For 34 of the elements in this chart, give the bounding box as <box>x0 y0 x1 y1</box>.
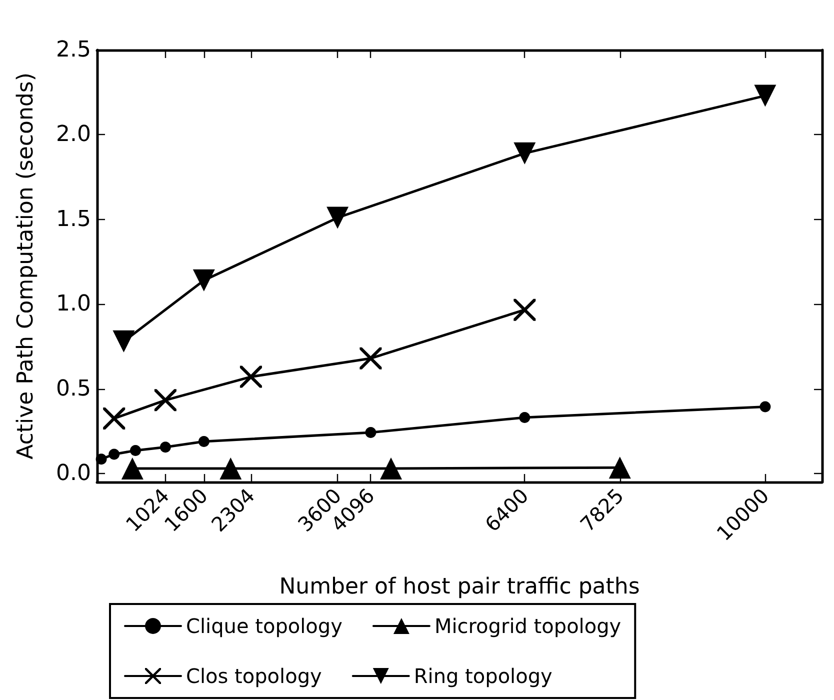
point <box>519 412 530 423</box>
point <box>192 269 215 292</box>
point <box>240 366 262 388</box>
legend-label: Microgrid topology <box>434 614 622 638</box>
point <box>326 206 349 229</box>
y-tick-label: 1.0 <box>56 292 91 317</box>
y-tick-label: 0.0 <box>56 461 91 486</box>
point <box>103 407 126 430</box>
point <box>754 84 776 107</box>
y-tick-label: 0.5 <box>56 376 91 402</box>
point <box>112 330 135 352</box>
point <box>130 444 141 456</box>
point <box>608 456 631 479</box>
y-axis-title: Active Path Computation (seconds) <box>14 72 38 460</box>
point <box>514 142 536 164</box>
legend-label: Ring topology <box>414 664 553 688</box>
point <box>160 442 171 453</box>
point <box>154 389 176 412</box>
y-tick-label: 2.5 <box>56 38 91 62</box>
point <box>121 457 144 480</box>
point <box>514 298 536 321</box>
y-tick-label: 2.0 <box>56 122 91 148</box>
point <box>380 457 402 480</box>
point <box>198 436 210 448</box>
point <box>96 454 107 465</box>
point <box>108 448 120 460</box>
point <box>365 427 376 438</box>
point <box>760 401 771 412</box>
point <box>360 347 382 370</box>
x-axis-title: Number of host pair traffic paths <box>279 574 640 600</box>
legend-label: Clique topology <box>186 614 343 638</box>
y-tick-label: 1.5 <box>56 206 91 232</box>
legend-label: Clos topology <box>186 664 322 688</box>
point <box>220 457 242 480</box>
